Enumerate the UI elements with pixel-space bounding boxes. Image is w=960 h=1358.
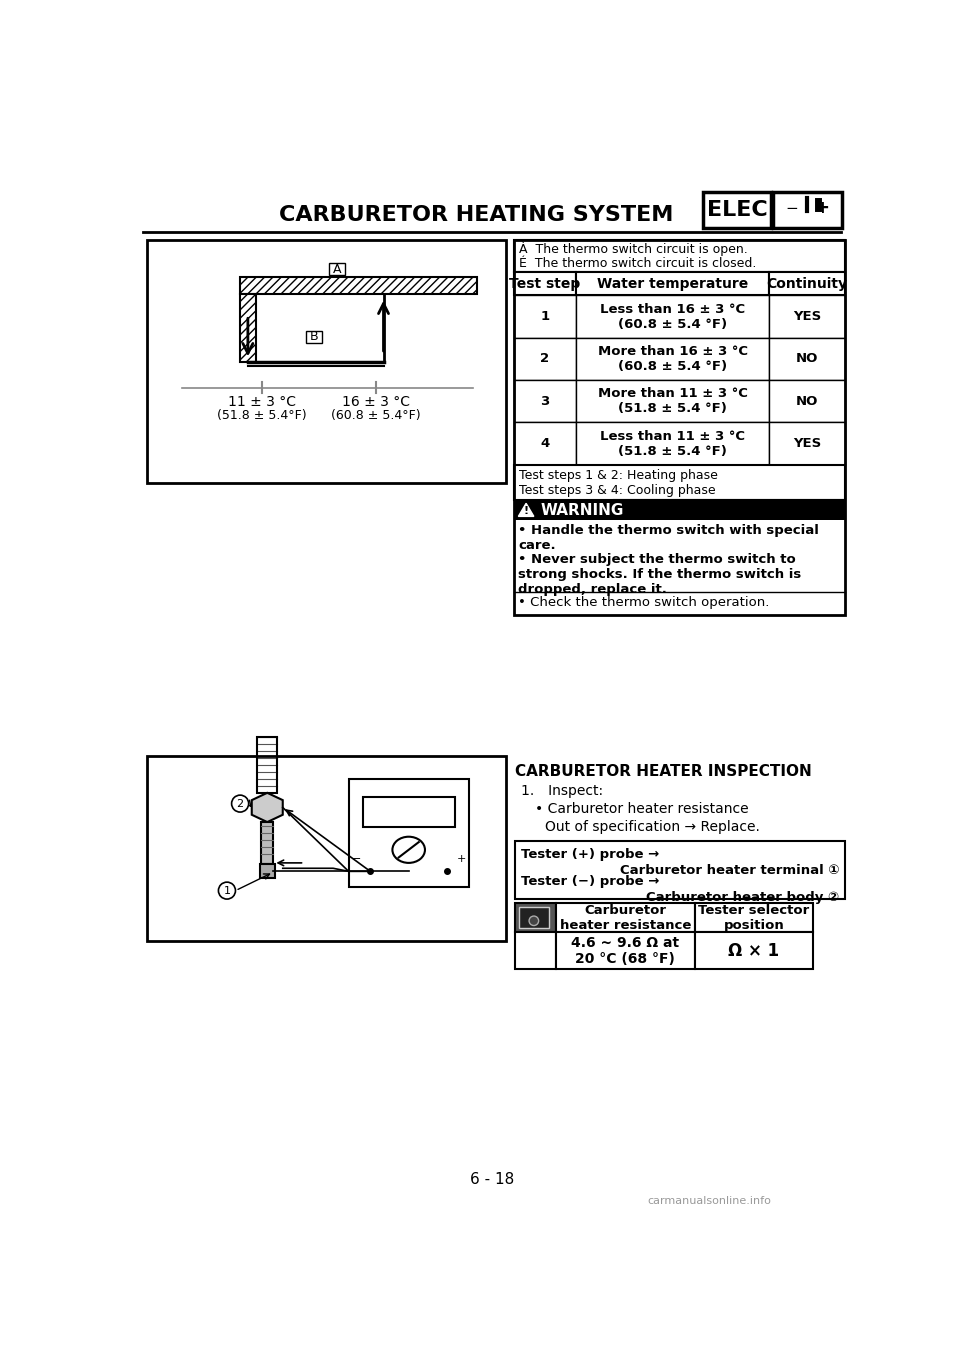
Text: B: B [309,330,318,344]
Text: • Handle the thermo switch with special
care.: • Handle the thermo switch with special … [518,524,819,553]
Text: (51.8 ± 5.4°F): (51.8 ± 5.4°F) [217,409,306,422]
Bar [514,240,845,615]
Text: 4.6 ~ 9.6 Ω at
20 °C (68 °F): 4.6 ~ 9.6 Ω at 20 °C (68 °F) [571,936,680,966]
Bar [514,380,576,422]
Text: Water temperature: Water temperature [597,277,748,291]
Text: (60.8 ± 5.4°F): (60.8 ± 5.4°F) [331,409,420,422]
Polygon shape [518,504,534,516]
Bar [695,903,813,932]
Text: Test steps 1 & 2: Heating phase
Test steps 3 & 4: Cooling phase: Test steps 1 & 2: Heating phase Test ste… [519,469,718,497]
Bar [257,737,277,793]
Text: CARBURETOR HEATER INSPECTION: CARBURETOR HEATER INSPECTION [516,763,812,778]
Bar [306,331,322,344]
Bar [519,907,548,929]
Circle shape [529,917,539,926]
Bar [514,464,845,500]
Bar [147,240,506,482]
Bar [556,903,695,932]
Text: À  The thermo switch circuit is open.: À The thermo switch circuit is open. [519,242,748,257]
Text: −: − [351,854,361,864]
Bar [514,240,845,273]
Text: WARNING: WARNING [540,502,624,517]
Text: YES: YES [793,437,821,449]
Text: Less than 11 ± 3 °C
(51.8 ± 5.4 °F): Less than 11 ± 3 °C (51.8 ± 5.4 °F) [600,429,745,458]
Text: 11 ± 3 °C: 11 ± 3 °C [228,395,296,409]
Bar [514,338,576,380]
Text: • Never subject the thermo switch to
strong shocks. If the thermo switch is
drop: • Never subject the thermo switch to str… [518,553,802,596]
Text: 16 ± 3 °C: 16 ± 3 °C [342,395,410,409]
Text: Tester selector
position: Tester selector position [698,903,809,932]
Bar [514,296,576,338]
Bar [363,797,455,827]
Text: • Carburetor heater resistance: • Carburetor heater resistance [535,803,748,816]
Bar [576,338,770,380]
Text: Tester (+) probe →: Tester (+) probe → [520,849,659,861]
Bar [240,277,476,293]
Bar [770,380,845,422]
Text: • Check the thermo switch operation.: • Check the thermo switch operation. [518,596,770,608]
Text: Carburetor heater terminal ①: Carburetor heater terminal ① [619,864,839,877]
Bar [514,422,576,464]
Bar [576,296,770,338]
Bar [514,273,576,296]
Text: Test step: Test step [509,277,581,291]
Bar [259,865,275,879]
Text: ELEC: ELEC [707,200,767,220]
Bar [514,500,845,520]
Text: 2: 2 [540,353,549,365]
Bar [556,932,695,970]
Text: NO: NO [796,395,818,407]
Bar [240,293,255,361]
Text: +: + [456,854,466,864]
Bar [770,422,845,464]
Bar [576,422,770,464]
Polygon shape [252,793,283,822]
Bar [695,932,813,970]
Bar [261,822,274,865]
Text: NO: NO [796,353,818,365]
Bar [770,338,845,380]
Circle shape [231,796,249,812]
Bar [147,756,506,941]
Bar [348,779,468,887]
Text: 4: 4 [540,437,549,449]
Text: 1: 1 [224,885,230,896]
Bar [516,932,556,970]
Text: Ω × 1: Ω × 1 [729,941,780,960]
Text: A: A [333,262,341,276]
Text: É  The thermo switch circuit is closed.: É The thermo switch circuit is closed. [519,257,756,269]
Text: More than 16 ± 3 °C
(60.8 ± 5.4 °F): More than 16 ± 3 °C (60.8 ± 5.4 °F) [597,345,748,373]
Text: 1: 1 [540,310,549,323]
Bar [516,841,845,899]
Text: Less than 16 ± 3 °C
(60.8 ± 5.4 °F): Less than 16 ± 3 °C (60.8 ± 5.4 °F) [600,303,745,330]
Text: 3: 3 [540,395,549,407]
Bar [774,193,842,228]
Text: CARBURETOR HEATING SYSTEM: CARBURETOR HEATING SYSTEM [279,205,674,225]
Text: YES: YES [793,310,821,323]
Text: More than 11 ± 3 °C
(51.8 ± 5.4 °F): More than 11 ± 3 °C (51.8 ± 5.4 °F) [598,387,748,416]
Text: +: + [815,200,829,217]
Ellipse shape [393,837,425,862]
Bar [329,263,345,276]
Circle shape [219,883,235,899]
Text: 2: 2 [236,799,244,808]
Text: carmanualsonline.info: carmanualsonline.info [647,1196,771,1206]
Bar [576,273,770,296]
Text: Tester (−) probe →: Tester (−) probe → [520,875,660,888]
Text: Carburetor
heater resistance: Carburetor heater resistance [560,903,691,932]
Bar [770,296,845,338]
Text: Carburetor heater body ②: Carburetor heater body ② [646,891,839,903]
Text: 6 - 18: 6 - 18 [469,1172,515,1187]
Text: −: − [785,201,798,216]
Bar [770,273,845,296]
Text: Continuity: Continuity [766,277,848,291]
Bar [703,193,771,228]
Text: !: ! [523,507,529,516]
Bar [576,380,770,422]
Text: Out of specification → Replace.: Out of specification → Replace. [544,820,759,834]
Text: 1. Inspect:: 1. Inspect: [521,784,604,797]
Bar [516,903,556,932]
